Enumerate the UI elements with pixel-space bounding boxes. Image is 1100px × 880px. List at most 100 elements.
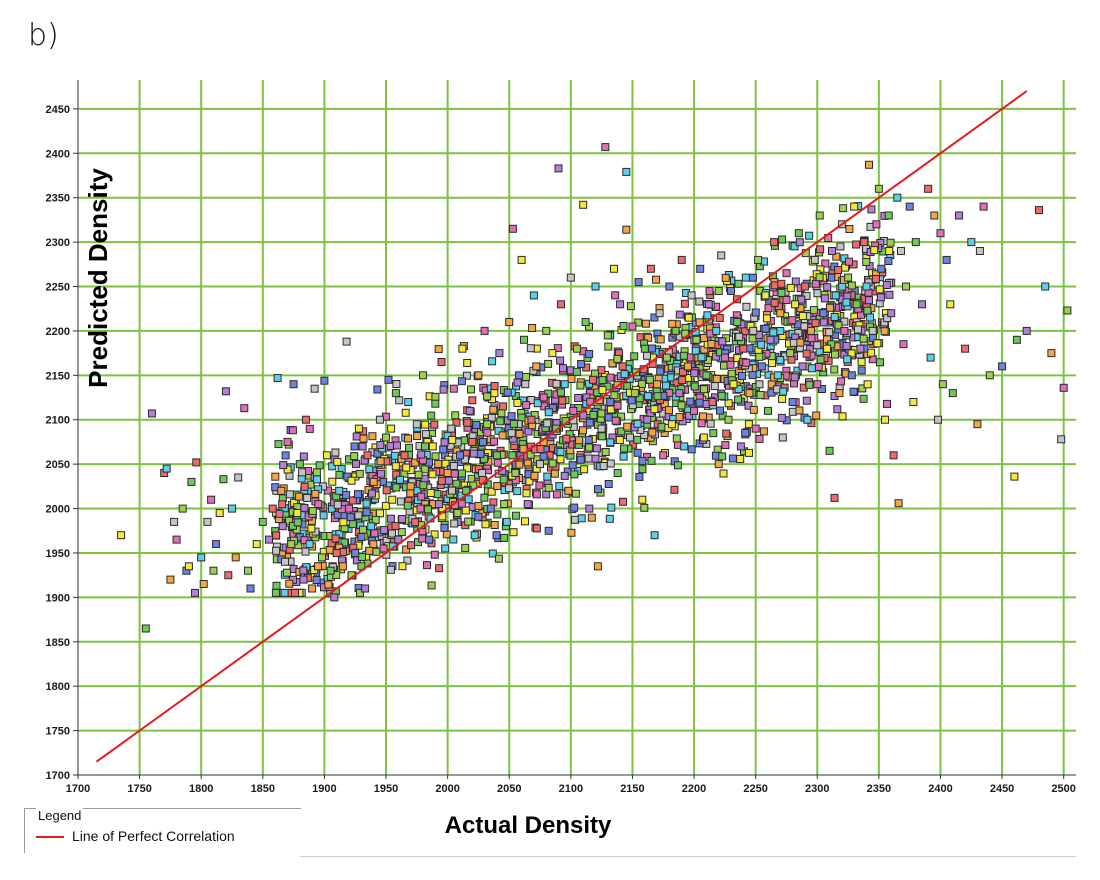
cloud-point <box>777 413 786 422</box>
cloud-point <box>461 455 469 464</box>
cloud-point <box>377 469 385 478</box>
data-point <box>283 437 292 446</box>
cloud-point <box>339 518 348 527</box>
data-point <box>576 455 585 464</box>
data-point <box>554 164 563 173</box>
cloud-point <box>601 448 610 456</box>
data-point <box>677 255 686 264</box>
y-tick-label: 1850 <box>46 637 70 649</box>
data-point <box>335 486 344 495</box>
legend-frame <box>24 808 301 853</box>
cloud-point <box>307 524 316 533</box>
cloud-point <box>571 489 580 498</box>
panel-label: b) <box>28 18 59 53</box>
cloud-point <box>335 470 344 479</box>
x-tick-label: 2400 <box>928 783 952 795</box>
cloud-point <box>521 517 529 526</box>
data-point <box>495 349 504 358</box>
cloud-point <box>285 579 294 588</box>
cloud-point <box>650 405 659 414</box>
data-point <box>603 331 612 340</box>
data-point <box>671 326 680 335</box>
cloud-point <box>556 447 565 456</box>
data-point <box>692 335 701 344</box>
data-point <box>579 200 588 209</box>
cloud-point <box>515 460 524 469</box>
cloud-point <box>414 470 423 479</box>
cloud-point <box>604 413 613 422</box>
data-point <box>507 429 516 438</box>
cloud-point <box>448 486 456 495</box>
data-point <box>219 475 228 484</box>
cloud-point <box>782 296 791 304</box>
cloud-point <box>790 242 799 251</box>
cloud-point <box>598 432 607 441</box>
data-point <box>536 460 544 469</box>
data-point <box>634 278 643 287</box>
data-point <box>622 167 631 176</box>
cloud-point <box>738 372 746 380</box>
cloud-point <box>623 382 631 391</box>
cloud-point <box>832 252 841 261</box>
cloud-point <box>298 468 307 477</box>
cloud-point <box>368 432 377 441</box>
cloud-point <box>606 373 615 382</box>
cloud-point <box>796 338 805 347</box>
cloud-point <box>393 441 401 450</box>
cloud-point <box>637 380 646 388</box>
cloud-point <box>648 428 657 437</box>
y-tick-label: 2300 <box>46 237 70 249</box>
cloud-point <box>862 258 871 266</box>
data-point <box>630 389 639 398</box>
cloud-point <box>362 499 371 508</box>
y-tick-labels: 1700 1750 1800 1850 1900 1950 2000 2050 2100 2150… <box>46 104 70 782</box>
cloud-point <box>386 565 395 574</box>
cloud-point <box>281 451 290 460</box>
cloud-point <box>817 385 826 393</box>
cloud-point <box>656 335 665 344</box>
cloud-point <box>866 313 875 322</box>
cloud-point <box>376 457 385 466</box>
cloud-point <box>449 462 458 470</box>
cloud-point <box>331 534 340 543</box>
cloud-point <box>522 401 531 410</box>
cloud-point <box>606 459 615 468</box>
cloud-point <box>673 461 682 470</box>
cloud-point <box>492 531 501 540</box>
data-point <box>465 406 474 415</box>
cloud-point <box>370 529 379 538</box>
legend-title: Legend <box>36 808 84 823</box>
cloud-point <box>570 470 579 479</box>
data-point <box>807 326 816 335</box>
cloud-point <box>721 273 730 282</box>
cloud-point <box>720 361 728 370</box>
data-point <box>741 273 750 282</box>
data-point <box>544 526 553 535</box>
cloud-point <box>735 332 744 341</box>
data-point <box>872 220 881 229</box>
cloud-point <box>488 549 497 558</box>
data-point <box>622 225 631 234</box>
cloud-point <box>755 380 764 389</box>
data-point <box>1063 306 1072 315</box>
data-point <box>918 300 926 309</box>
cloud-point <box>430 530 439 539</box>
cloud-point <box>480 493 489 502</box>
cloud-point <box>293 518 302 527</box>
cloud-point <box>413 432 422 440</box>
cloud-point <box>347 476 356 485</box>
cloud-point <box>493 458 502 467</box>
cloud-point <box>328 462 337 471</box>
data-point <box>172 535 181 544</box>
cloud-point <box>617 427 626 436</box>
cloud-point <box>635 394 644 403</box>
cloud-point <box>813 289 822 298</box>
data-point <box>887 309 896 318</box>
cloud-point <box>419 481 428 490</box>
data-point <box>934 415 942 424</box>
cloud-point <box>870 246 879 255</box>
data-point <box>117 531 126 540</box>
data-point <box>517 255 526 264</box>
cloud-point <box>589 411 598 419</box>
